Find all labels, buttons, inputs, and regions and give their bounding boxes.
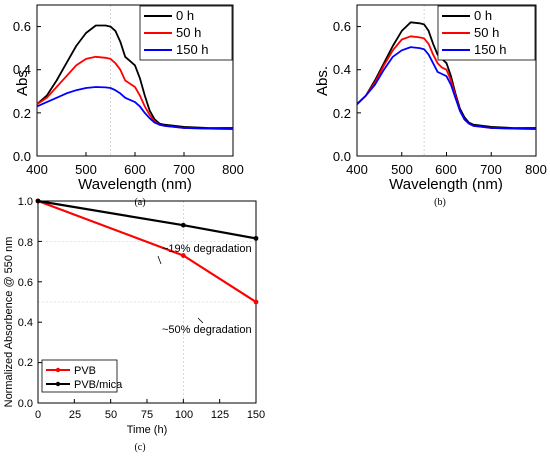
chart-c-legend-label: PVB/mica bbox=[74, 379, 123, 391]
chart-c-data-point bbox=[180, 253, 186, 258]
chart-a-panel-label: (a) bbox=[134, 197, 145, 208]
chart-c-annotation-50: ~50% degradation bbox=[162, 324, 252, 336]
chart-a-ytick: 0.6 bbox=[13, 19, 31, 34]
chart-c-xlabel: Time (h) bbox=[127, 424, 168, 436]
chart-c-ytick: 0.2 bbox=[18, 357, 33, 369]
chart-c-xtick: 0 bbox=[35, 409, 41, 421]
chart-b-legend-label: 50 h bbox=[474, 25, 499, 40]
chart-b-ytick: 0.4 bbox=[333, 62, 351, 77]
chart-c-ytick: 1.0 bbox=[18, 196, 33, 208]
chart-a-ytick: 0.0 bbox=[13, 149, 31, 164]
chart-b-ytick: 0.0 bbox=[333, 149, 351, 164]
chart-c-annotation-arrow bbox=[197, 317, 204, 324]
chart-a-xtick: 500 bbox=[75, 162, 97, 177]
chart-a-legend-label: 150 h bbox=[176, 42, 209, 57]
chart-a-xtick: 400 bbox=[26, 162, 48, 177]
chart-c-series-line bbox=[37, 199, 257, 240]
chart-b-ytick: 0.6 bbox=[333, 19, 351, 34]
chart-c-legend-marker bbox=[55, 367, 61, 373]
chart-c-annotation-arrow bbox=[157, 255, 162, 265]
chart-b-legend-label: 150 h bbox=[474, 42, 507, 57]
chart-a-ytick: 0.2 bbox=[13, 106, 31, 121]
chart-c-data-point bbox=[253, 235, 259, 241]
chart-b-xtick: 400 bbox=[346, 162, 368, 177]
chart-b-legend-label: 0 h bbox=[474, 8, 492, 23]
chart-b-ytick: 0.2 bbox=[333, 106, 351, 121]
chart-b-xtick: 700 bbox=[480, 162, 502, 177]
chart-c-ylabel: Normalized Absorbence @ 550 nm bbox=[3, 237, 15, 408]
chart-b-xtick: 800 bbox=[525, 162, 547, 177]
chart-c-xtick: 25 bbox=[69, 409, 81, 421]
chart-a-ylabel: Abs. bbox=[14, 66, 31, 96]
chart-b-xtick: 600 bbox=[435, 162, 457, 177]
chart-a-series-line bbox=[36, 86, 234, 130]
chart-b-series-line bbox=[356, 46, 537, 130]
chart-c-xtick: 50 bbox=[105, 409, 117, 421]
chart-c-data-point bbox=[35, 198, 41, 204]
chart-b-panel-label: (b) bbox=[434, 197, 446, 208]
chart-a-legend-label: 50 h bbox=[176, 25, 201, 40]
chart-a-series-line bbox=[36, 24, 233, 129]
chart-a-ytick: 0.4 bbox=[13, 62, 31, 77]
chart-a-legend-label: 0 h bbox=[176, 8, 194, 23]
chart-b-xtick: 500 bbox=[391, 162, 413, 177]
chart-c-panel-label: (c) bbox=[134, 442, 145, 453]
chart-c: PVB PVB/mica 0 25 50 75 100 125 150 0.0 0… bbox=[3, 196, 265, 453]
chart-c-data-point bbox=[253, 299, 259, 305]
chart-b-ylabel: Abs. bbox=[314, 66, 331, 96]
chart-b-xlabel: Wavelength (nm) bbox=[389, 176, 503, 193]
chart-c-xtick: 150 bbox=[247, 409, 265, 421]
chart-c-xtick: 75 bbox=[141, 409, 153, 421]
chart-a: 0 h 50 h 150 h 400 500 600 700 800 0.0 0.2… bbox=[13, 4, 244, 208]
chart-c-ytick: 0.4 bbox=[18, 317, 33, 329]
chart-a-xtick: 700 bbox=[173, 162, 195, 177]
chart-a-xtick: 600 bbox=[124, 162, 146, 177]
chart-a-xlabel: Wavelength (nm) bbox=[78, 176, 192, 193]
chart-b: 0 h 50 h 150 h 400 500 600 700 800 0.0 0.2… bbox=[314, 4, 547, 208]
chart-c-xtick: 125 bbox=[211, 409, 229, 421]
chart-c-legend-box bbox=[41, 359, 118, 393]
chart-c-ytick: 0.8 bbox=[18, 237, 33, 249]
chart-c-data-point bbox=[180, 222, 186, 228]
chart-c-legend-label: PVB bbox=[74, 365, 96, 377]
chart-c-annotation-19: ~19% degradation bbox=[162, 243, 252, 255]
chart-c-legend-marker bbox=[55, 381, 61, 387]
chart-c-ytick: 0.6 bbox=[18, 277, 33, 289]
chart-a-xtick: 800 bbox=[222, 162, 244, 177]
chart-c-xtick: 100 bbox=[175, 409, 193, 421]
chart-c-ytick: 0.0 bbox=[18, 398, 33, 410]
